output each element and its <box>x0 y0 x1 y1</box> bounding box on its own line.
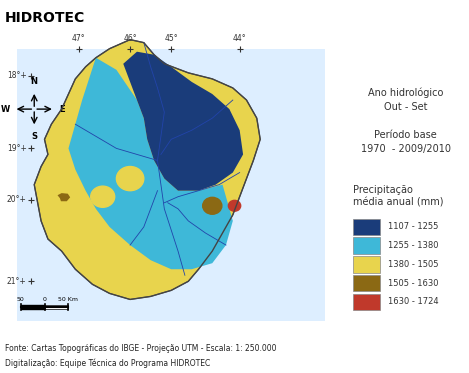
Polygon shape <box>34 40 260 300</box>
FancyBboxPatch shape <box>353 237 380 254</box>
Text: 1505 - 1630: 1505 - 1630 <box>388 279 439 288</box>
Text: HIDROTEC: HIDROTEC <box>5 12 85 25</box>
Polygon shape <box>123 52 243 191</box>
Text: 50 Km: 50 Km <box>59 297 78 302</box>
Polygon shape <box>95 193 108 201</box>
Circle shape <box>203 197 222 214</box>
Text: 45°: 45° <box>164 34 178 43</box>
Text: 18°+: 18°+ <box>7 71 27 80</box>
Text: Ano hidrológico
Out - Set: Ano hidrológico Out - Set <box>368 88 443 112</box>
Text: 44°: 44° <box>233 34 247 43</box>
Text: 20°+: 20°+ <box>7 195 27 204</box>
Circle shape <box>228 200 241 211</box>
FancyBboxPatch shape <box>353 294 380 310</box>
Text: 1107 - 1255: 1107 - 1255 <box>388 222 439 231</box>
Text: 1255 - 1380: 1255 - 1380 <box>388 241 439 250</box>
Text: W: W <box>0 104 9 114</box>
Text: 21°+: 21°+ <box>7 277 27 286</box>
FancyBboxPatch shape <box>353 275 380 291</box>
Text: S: S <box>31 132 37 141</box>
Text: Digitalização: Equipe Técnica do Programa HIDROTEC: Digitalização: Equipe Técnica do Program… <box>5 359 210 369</box>
Text: 46°: 46° <box>123 34 137 43</box>
Text: E: E <box>59 104 65 114</box>
Text: N: N <box>31 78 38 87</box>
Circle shape <box>116 166 144 191</box>
FancyBboxPatch shape <box>353 256 380 273</box>
FancyBboxPatch shape <box>353 219 380 235</box>
Text: 47°: 47° <box>72 34 85 43</box>
Text: 1380 - 1505: 1380 - 1505 <box>388 260 439 269</box>
Text: 0: 0 <box>43 297 46 302</box>
Text: Período base
1970  - 2009/2010: Período base 1970 - 2009/2010 <box>361 130 451 154</box>
Polygon shape <box>58 193 70 201</box>
Polygon shape <box>17 49 325 320</box>
Circle shape <box>91 186 115 207</box>
Text: 1630 - 1724: 1630 - 1724 <box>388 297 439 306</box>
Text: 50: 50 <box>17 297 24 302</box>
Text: Fonte: Cartas Topográficas do IBGE - Projeção UTM - Escala: 1: 250.000: Fonte: Cartas Topográficas do IBGE - Pro… <box>5 344 276 353</box>
Polygon shape <box>68 58 233 269</box>
Text: 19°+: 19°+ <box>7 144 27 153</box>
Text: Precipitação
média anual (mm): Precipitação média anual (mm) <box>353 185 443 208</box>
